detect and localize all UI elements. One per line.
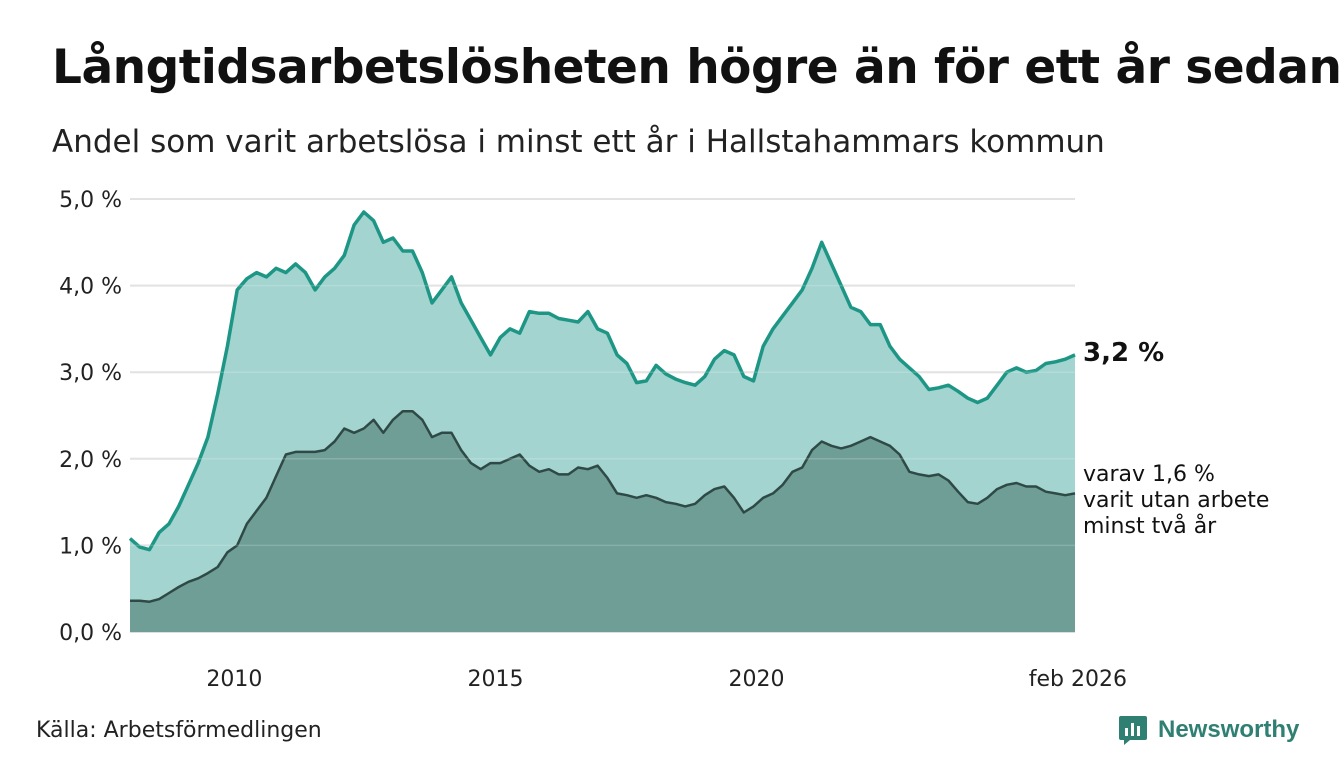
y-tick-label: 2,0 % <box>59 448 122 473</box>
chart-subtitle: Andel som varit arbetslösa i minst ett å… <box>52 124 1105 160</box>
sub-label-line-2: varit utan arbete <box>1083 488 1270 513</box>
upper-series-line <box>128 210 1076 552</box>
y-tick-label: 3,0 % <box>59 361 122 386</box>
sub-label-line-1: varav 1,6 % <box>1083 462 1215 487</box>
x-tick-label: 2010 <box>206 667 262 692</box>
source-note: Källa: Arbetsförmedlingen <box>36 718 322 743</box>
end-value-label: 3,2 % <box>1083 338 1165 368</box>
x-axis-ticks: 2010 2015 2020 feb 2026 <box>206 667 1127 692</box>
chart-title: Långtidsarbetslösheten högre än för ett … <box>52 40 1340 95</box>
newsworthy-logo-icon <box>1119 716 1147 745</box>
x-tick-label: feb 2026 <box>1029 667 1127 692</box>
x-tick-label: 2015 <box>467 667 523 692</box>
x-tick-label: 2020 <box>729 667 785 692</box>
y-tick-label: 1,0 % <box>59 534 122 559</box>
y-tick-label: 0,0 % <box>59 621 122 646</box>
brand-name: Newsworthy <box>1158 716 1300 743</box>
y-tick-label: 4,0 % <box>59 275 122 300</box>
y-axis-ticks: 0,0 % 1,0 % 2,0 % 3,0 % 4,0 % 5,0 % <box>59 188 122 646</box>
lower-series-line <box>130 409 1076 603</box>
chart-areas <box>128 198 1076 632</box>
y-tick-label: 5,0 % <box>59 188 122 213</box>
sub-label-line-3: minst två år <box>1083 514 1217 539</box>
lower-series-area <box>130 411 1075 632</box>
sub-series-label: varav 1,6 % varit utan arbete minst två … <box>1083 462 1323 540</box>
brand-logo[interactable]: Newsworthy <box>1118 714 1299 746</box>
